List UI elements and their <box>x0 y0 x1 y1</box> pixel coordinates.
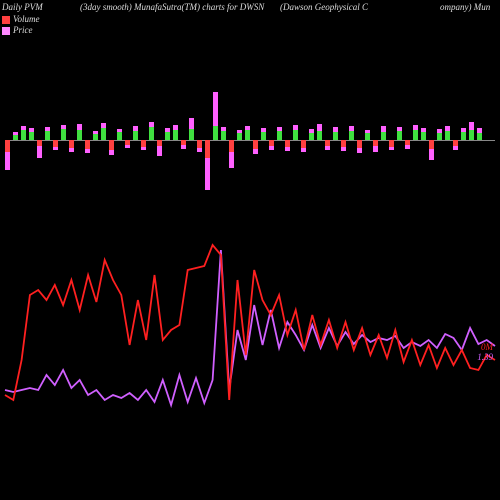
bar-down <box>157 140 162 146</box>
bar-up <box>213 126 218 140</box>
bar-down <box>109 140 114 150</box>
legend-item-volume: Volume <box>2 14 40 25</box>
bar-up <box>365 133 370 140</box>
legend-item-price: Price <box>2 25 40 36</box>
bar-up <box>261 132 266 140</box>
bar-down <box>53 140 58 147</box>
bar-up <box>333 132 338 140</box>
bar-up <box>381 132 386 140</box>
bar-up <box>93 134 98 140</box>
header-right: ompany) Mun <box>440 2 490 12</box>
right-label-price: 1.39 <box>477 352 493 362</box>
bar-down <box>429 140 434 149</box>
bar-down <box>341 140 346 147</box>
bar-down <box>325 140 330 146</box>
bar-baseline <box>5 140 495 141</box>
bar-up <box>165 132 170 140</box>
bar-down <box>301 140 306 148</box>
bar-up <box>397 131 402 140</box>
volume-line <box>5 245 495 400</box>
bar-up <box>61 129 66 140</box>
bar-up <box>309 133 314 140</box>
legend-label-price: Price <box>13 25 33 36</box>
bar-up <box>29 132 34 140</box>
bar-down <box>205 140 210 158</box>
bar-up <box>117 132 122 140</box>
bar-down <box>5 140 10 152</box>
header-mid1: (3day smooth) MunafaSutra(TM) charts for… <box>80 2 264 12</box>
legend: Volume Price <box>2 14 40 36</box>
line-chart-panel: 0M 1.39 <box>5 240 495 440</box>
bar-down <box>357 140 362 148</box>
bar-up <box>133 131 138 140</box>
bar-up <box>173 130 178 140</box>
bar-up <box>349 131 354 140</box>
right-label-0m: 0M <box>481 342 493 352</box>
header-mid2: (Dawson Geophysical C <box>280 2 368 12</box>
price-line <box>5 250 495 405</box>
bar-down <box>453 140 458 146</box>
legend-swatch-volume <box>2 16 10 24</box>
bar-up <box>293 130 298 140</box>
bar-up <box>101 128 106 140</box>
bar-down <box>69 140 74 148</box>
bar-up <box>13 135 18 140</box>
bar-down <box>141 140 146 147</box>
bar-down <box>405 140 410 145</box>
bar-up <box>45 131 50 140</box>
bar-down <box>285 140 290 147</box>
bar-up <box>21 130 26 140</box>
chart-header: Daily PVM (3day smooth) MunafaSutra(TM) … <box>0 2 500 20</box>
bar-up <box>437 133 442 140</box>
bar-up <box>445 131 450 140</box>
bar-up <box>77 130 82 140</box>
bar-up <box>461 132 466 140</box>
bar-up <box>413 130 418 140</box>
bar-up <box>189 129 194 140</box>
bar-down <box>253 140 258 149</box>
header-left: Daily PVM <box>2 2 43 12</box>
bar-down <box>37 140 42 146</box>
line-chart-svg <box>5 240 495 440</box>
bar-up <box>477 133 482 140</box>
bar-up <box>221 131 226 140</box>
bar-up <box>317 131 322 140</box>
legend-swatch-price <box>2 27 10 35</box>
bar-down <box>125 140 130 145</box>
bar-up <box>149 127 154 140</box>
bar-up <box>277 131 282 140</box>
bar-down <box>197 140 202 148</box>
bar-down <box>389 140 394 147</box>
bar-up <box>237 133 242 140</box>
bar-down <box>269 140 274 146</box>
bar-down <box>373 140 378 146</box>
bar-up <box>469 130 474 140</box>
bar-chart-panel <box>5 90 495 190</box>
bar-up <box>245 130 250 140</box>
legend-label-volume: Volume <box>13 14 40 25</box>
bar-down <box>229 140 234 152</box>
bar-up <box>421 132 426 140</box>
bar-down <box>85 140 90 149</box>
bar-down <box>181 140 186 145</box>
